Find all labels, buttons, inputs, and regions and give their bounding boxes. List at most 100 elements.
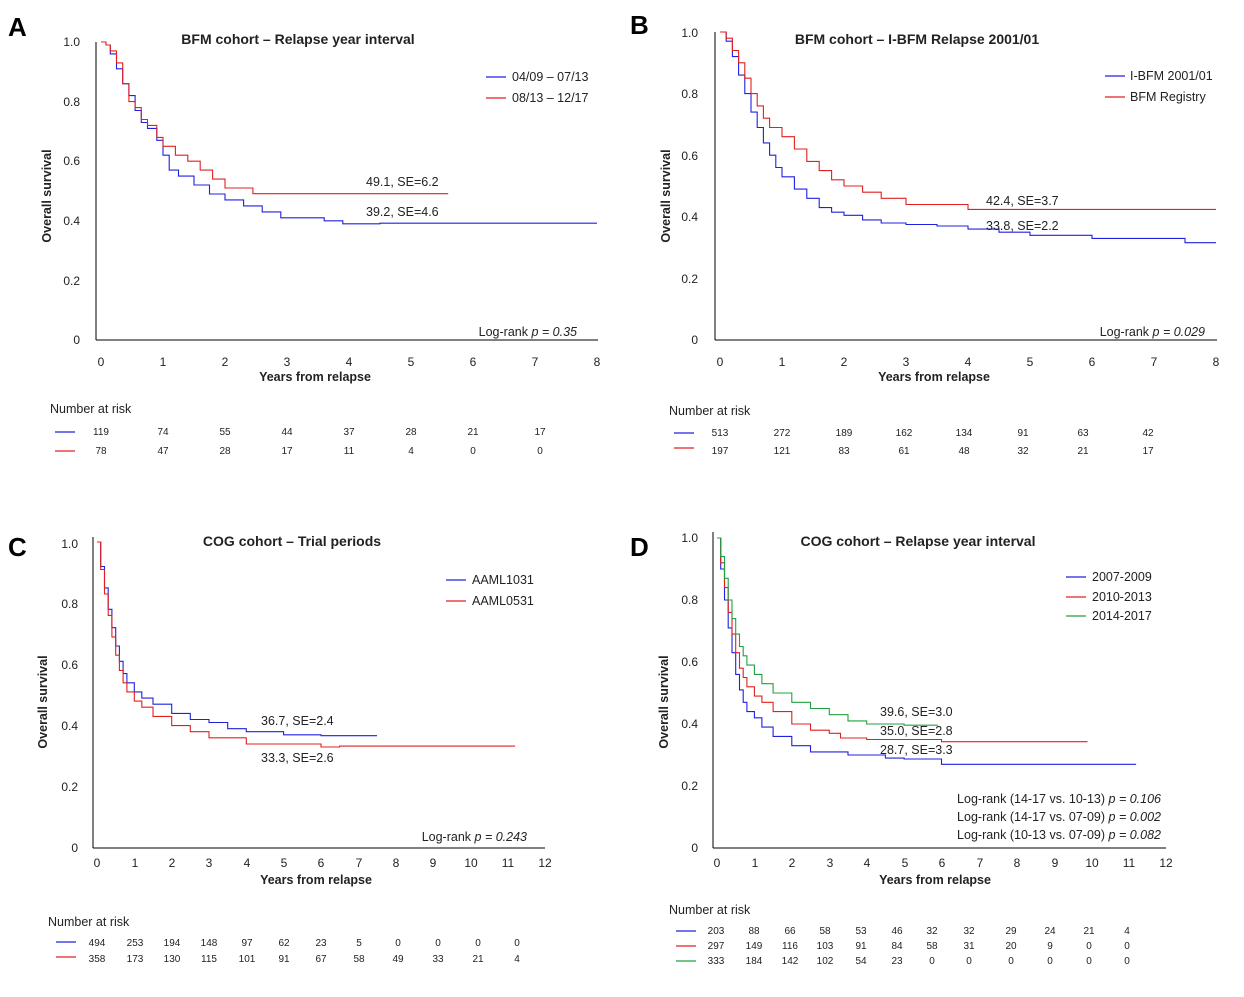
y-tick-label: 0.2 <box>681 779 698 793</box>
risk-cell: 197 <box>712 446 729 457</box>
risk-cell: 53 <box>855 926 867 937</box>
risk-cell: 61 <box>898 446 910 457</box>
series-line-08-13-12-17 <box>101 41 449 195</box>
x-ticks: 0 1 2 3 4 5 6 7 8 9 10 11 12 <box>94 856 552 870</box>
risk-cell: 74 <box>157 427 169 438</box>
risk-cell: 32 <box>1017 446 1029 457</box>
risk-cell: 272 <box>774 428 791 439</box>
risk-cell: 115 <box>201 954 217 965</box>
x-tick-label: 0 <box>717 355 724 369</box>
risk-cell: 32 <box>963 926 975 937</box>
risk-cell: 0 <box>1047 956 1053 967</box>
risk-table: Number at risk 119 74 55 44 37 28 21 17 … <box>50 402 546 457</box>
risk-table: Number at risk 513 272 189 162 134 91 63… <box>669 404 1154 457</box>
risk-cell: 148 <box>201 938 218 949</box>
risk-row: 333 184 142 102 54 23 0 0 0 0 0 0 <box>708 956 1131 967</box>
panel-letter: C <box>8 532 27 562</box>
legend-label: 2010-2013 <box>1092 590 1152 604</box>
risk-cell: 333 <box>708 956 725 967</box>
x-tick-label: 2 <box>789 856 796 870</box>
x-axis-label: Years from relapse <box>878 370 990 384</box>
survival-estimate-label: 35.0, SE=2.8 <box>880 724 953 738</box>
x-tick-label: 1 <box>752 856 759 870</box>
x-tick-label: 2 <box>222 355 229 369</box>
panel-a: A BFM cohort – Relapse year interval 0 0… <box>8 12 601 457</box>
survival-estimate-label: 33.8, SE=2.2 <box>986 219 1059 233</box>
risk-cell: 91 <box>278 954 290 965</box>
risk-cell: 58 <box>926 941 938 952</box>
chart-title: BFM cohort – Relapse year interval <box>181 31 414 47</box>
risk-cell: 0 <box>514 938 520 949</box>
y-tick-label: 1.0 <box>681 531 698 545</box>
legend-label: 04/09 – 07/13 <box>512 70 589 84</box>
legend-label: I-BFM 2001/01 <box>1130 69 1213 83</box>
x-ticks: 0 1 2 3 4 5 6 7 8 <box>717 355 1220 369</box>
risk-cell: 130 <box>164 954 181 965</box>
x-tick-label: 12 <box>538 856 552 870</box>
risk-cell: 48 <box>958 446 970 457</box>
y-tick-label: 0.6 <box>63 154 80 168</box>
x-tick-label: 3 <box>827 856 834 870</box>
y-ticks: 0 0.2 0.4 0.6 0.8 1.0 <box>63 35 80 347</box>
chart-title: BFM cohort – I-BFM Relapse 2001/01 <box>795 31 1040 47</box>
y-tick-label: 0.6 <box>681 149 698 163</box>
x-tick-label: 0 <box>98 355 105 369</box>
risk-cell: 84 <box>891 941 903 952</box>
risk-row: 358 173 130 115 101 91 67 58 49 33 21 4 <box>89 954 521 965</box>
survival-estimate-label: 36.7, SE=2.4 <box>261 714 334 728</box>
risk-cell: 55 <box>219 427 231 438</box>
y-tick-label: 0 <box>691 841 698 855</box>
legend-label: 2007-2009 <box>1092 570 1152 584</box>
x-axis-label: Years from relapse <box>259 370 371 384</box>
x-tick-label: 8 <box>1213 355 1220 369</box>
x-tick-label: 5 <box>1027 355 1034 369</box>
risk-cell: 97 <box>241 938 253 949</box>
y-ticks: 0 0.2 0.4 0.6 0.8 1.0 <box>681 531 698 855</box>
risk-cell: 46 <box>891 926 903 937</box>
x-tick-label: 10 <box>1085 856 1099 870</box>
y-tick-label: 0 <box>691 333 698 347</box>
risk-cell: 21 <box>472 954 484 965</box>
risk-cell: 9 <box>1047 941 1053 952</box>
risk-cell: 91 <box>1017 428 1029 439</box>
x-tick-label: 7 <box>356 856 363 870</box>
legend: I-BFM 2001/01 BFM Registry <box>1105 69 1213 104</box>
y-tick-label: 0.4 <box>681 717 698 731</box>
risk-cell: 66 <box>784 926 796 937</box>
risk-cell: 11 <box>344 446 355 457</box>
x-tick-label: 4 <box>244 856 251 870</box>
risk-cell: 28 <box>219 446 231 457</box>
x-tick-label: 5 <box>902 856 909 870</box>
risk-cell: 0 <box>1124 956 1130 967</box>
risk-cell: 4 <box>514 954 520 965</box>
y-tick-label: 0.8 <box>681 87 698 101</box>
risk-row: 203 88 66 58 53 46 32 32 29 24 21 4 <box>708 926 1131 937</box>
x-tick-label: 0 <box>94 856 101 870</box>
y-tick-label: 0.2 <box>63 274 80 288</box>
risk-cell: 358 <box>89 954 106 965</box>
risk-cell: 0 <box>929 956 935 967</box>
x-tick-label: 1 <box>779 355 786 369</box>
risk-cell: 494 <box>89 938 106 949</box>
x-tick-label: 3 <box>903 355 910 369</box>
risk-cell: 0 <box>1124 941 1130 952</box>
risk-cell: 58 <box>819 926 831 937</box>
x-axis-label: Years from relapse <box>879 873 991 887</box>
y-ticks: 0 0.2 0.4 0.6 0.8 1.0 <box>681 26 698 347</box>
risk-cell: 297 <box>708 941 725 952</box>
risk-cell: 21 <box>1083 926 1095 937</box>
panel-letter: A <box>8 12 27 42</box>
x-tick-label: 3 <box>284 355 291 369</box>
risk-cell: 67 <box>315 954 327 965</box>
series-line-2010-2013 <box>717 537 1088 743</box>
legend: 2007-2009 2010-2013 2014-2017 <box>1066 570 1152 623</box>
risk-cell: 29 <box>1005 926 1017 937</box>
y-tick-label: 0.2 <box>61 780 78 794</box>
risk-cell: 0 <box>1008 956 1014 967</box>
risk-cell: 62 <box>278 938 290 949</box>
x-tick-label: 6 <box>939 856 946 870</box>
y-axis-label: Overall survival <box>40 149 54 242</box>
log-rank-label: Log-rank p = 0.35 <box>479 325 577 339</box>
x-tick-label: 3 <box>206 856 213 870</box>
risk-cell: 119 <box>93 427 109 438</box>
